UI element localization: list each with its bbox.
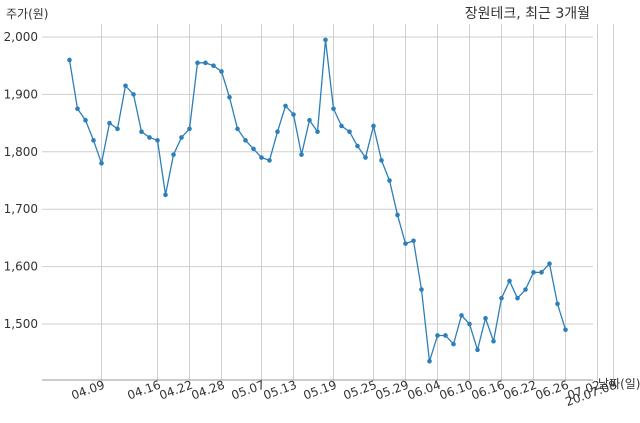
data-point [99, 160, 104, 166]
data-point [443, 333, 448, 338]
data-point [363, 155, 368, 160]
data-point [435, 333, 440, 338]
data-point [211, 63, 216, 68]
data-point [75, 106, 80, 112]
data-point [539, 270, 544, 275]
data-point [459, 313, 464, 318]
data-point [547, 261, 552, 267]
data-point [251, 146, 256, 152]
data-point [323, 37, 328, 43]
grid-layer [42, 24, 614, 380]
data-point [155, 138, 160, 143]
data-point [419, 287, 424, 292]
data-point [67, 57, 72, 63]
data-point [123, 83, 128, 89]
data-point [139, 129, 144, 135]
data-point [515, 295, 520, 301]
data-point [315, 129, 320, 135]
data-point [387, 178, 392, 183]
data-point [339, 123, 344, 129]
data-point [147, 135, 152, 140]
series-line [68, 39, 567, 362]
data-point [291, 112, 296, 117]
data-point [259, 155, 264, 160]
data-point [195, 60, 200, 66]
data-point [475, 347, 480, 353]
label-layer: 주가(원) 장원테크, 최근 3개월 날짜(일) 1,500 1,600 1,700… [4, 6, 640, 409]
data-point [243, 138, 248, 143]
x-tick-label: 05.19 [301, 378, 338, 403]
data-point [115, 126, 120, 132]
data-point [235, 126, 240, 132]
data-point [531, 270, 536, 275]
data-point [555, 301, 560, 307]
data-point [91, 138, 96, 143]
data-point [499, 295, 504, 301]
data-point [379, 158, 384, 163]
data-point [523, 287, 528, 292]
data-point [467, 321, 472, 327]
data-point [403, 241, 408, 246]
y-tick-label: 1,500 [4, 317, 38, 331]
data-point [331, 106, 336, 112]
data-point [163, 192, 168, 198]
series-layer [67, 37, 568, 364]
data-point [171, 152, 176, 157]
y-tick-label: 1,600 [4, 260, 38, 274]
data-point [83, 117, 88, 123]
data-point [427, 359, 432, 364]
data-point [219, 69, 224, 74]
data-point [179, 135, 184, 140]
x-axis-title: 날짜(일) [598, 377, 640, 391]
y-tick-label: 1,700 [4, 202, 38, 216]
data-point [563, 327, 568, 333]
data-point [507, 278, 512, 284]
data-point [491, 338, 496, 344]
y-tick-label: 1,800 [4, 145, 38, 159]
data-point [395, 212, 400, 218]
data-point [227, 94, 232, 100]
data-point [299, 152, 304, 157]
data-point [451, 341, 456, 347]
data-point [267, 158, 272, 163]
data-point [483, 315, 488, 321]
x-tick-label: 04.09 [69, 378, 106, 403]
y-axis-title: 주가(원) [6, 7, 48, 21]
y-tick-label: 2,000 [4, 30, 38, 44]
data-point [355, 143, 360, 149]
data-point [187, 126, 192, 132]
data-point [347, 129, 352, 135]
data-point [275, 129, 280, 135]
data-point [283, 103, 288, 109]
data-point [107, 120, 112, 126]
data-point [307, 117, 312, 123]
y-tick-label: 1,900 [4, 87, 38, 101]
data-point [411, 238, 416, 244]
data-point [131, 92, 136, 97]
chart-title: 장원테크, 최근 3개월 [465, 6, 590, 22]
data-point [371, 123, 376, 129]
x-tick-label: 05.13 [261, 378, 298, 403]
x-tick-label: 04.28 [189, 378, 226, 403]
data-point [203, 60, 208, 66]
